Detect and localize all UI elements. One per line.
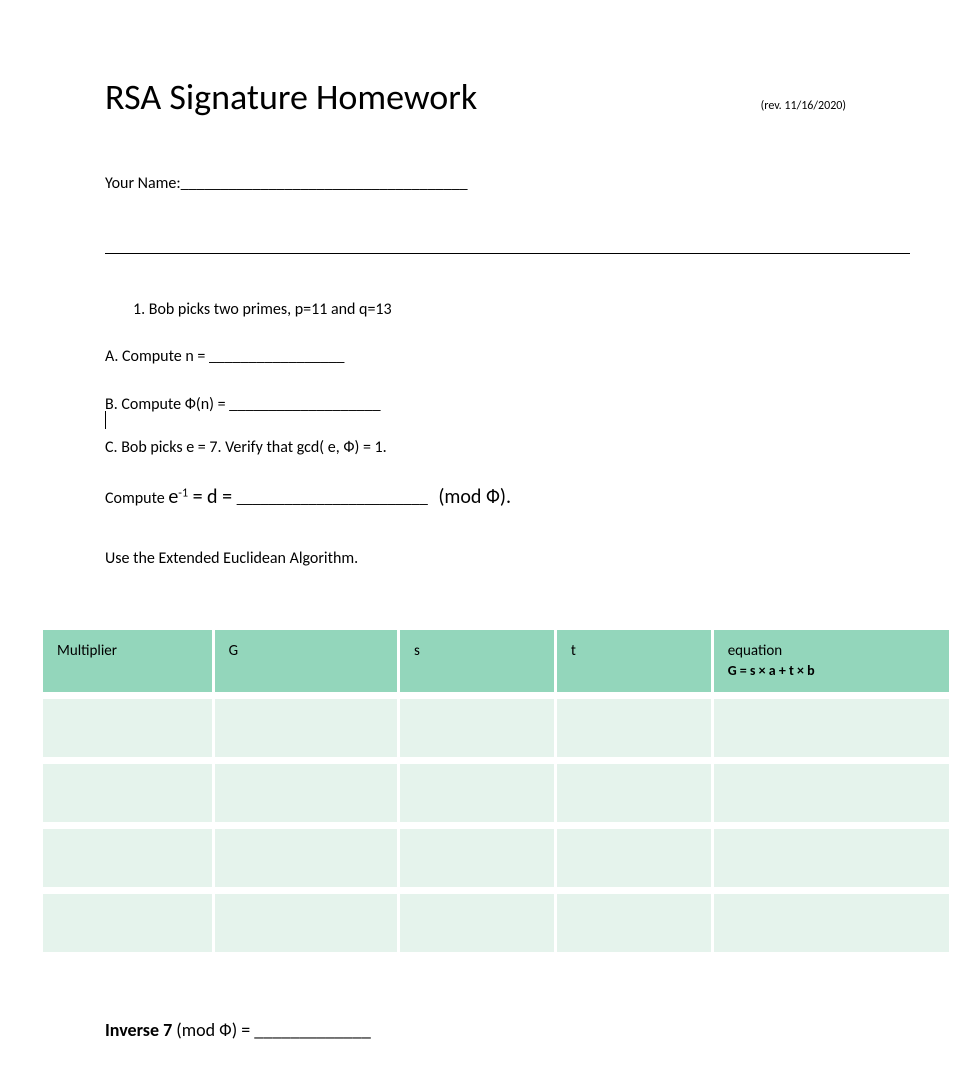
compute-e-var: e <box>168 485 178 509</box>
table-cell <box>557 699 711 757</box>
table-cell <box>400 894 554 952</box>
name-field-line: Your Name:______________________________… <box>105 174 916 193</box>
compute-prefix: Compute <box>105 489 168 508</box>
table-cell <box>714 699 949 757</box>
table-row <box>43 699 949 757</box>
table-cell <box>714 764 949 822</box>
col-header-g: G <box>215 630 397 692</box>
euclidean-table: Multiplier G s t equation G = s × a + t … <box>40 623 952 959</box>
document-page: RSA Signature Homework (rev. 11/16/2020)… <box>0 0 966 1091</box>
revision-date: (rev. 11/16/2020) <box>761 99 916 113</box>
table-cell <box>43 764 212 822</box>
table-row <box>43 764 949 822</box>
table-cell <box>43 699 212 757</box>
question-1: 1. Bob picks two primes, p=11 and q=13 <box>105 299 916 321</box>
col-header-multiplier: Multiplier <box>43 630 212 692</box>
part-a: A. Compute n = _________________ <box>105 346 916 368</box>
inverse-label-bold: Inverse 7 <box>105 1019 172 1041</box>
table-cell <box>400 699 554 757</box>
part-c: C. Bob picks e = 7. Verify that gcd( e, … <box>105 437 916 459</box>
table-cell <box>43 829 212 887</box>
table-cell <box>400 829 554 887</box>
compute-exponent: -1 <box>178 486 188 500</box>
table-row <box>43 894 949 952</box>
equation-label: equation <box>728 642 782 660</box>
table-body <box>43 699 949 952</box>
table-cell <box>215 699 397 757</box>
equation-formula: G = s × a + t × b <box>728 662 935 679</box>
table-cell <box>714 829 949 887</box>
page-title: RSA Signature Homework <box>105 75 477 119</box>
divider <box>105 253 910 254</box>
table-cell <box>215 894 397 952</box>
compute-blank: ________________________ <box>237 489 428 508</box>
table-header-row: Multiplier G s t equation G = s × a + t … <box>43 630 949 692</box>
table-cell <box>557 829 711 887</box>
table-cell <box>714 894 949 952</box>
col-header-s: s <box>400 630 554 692</box>
table-cell <box>400 764 554 822</box>
table-cell <box>215 829 397 887</box>
compute-d-line: Compute e-1 = d = ______________________… <box>105 485 916 509</box>
table-row <box>43 829 949 887</box>
col-header-equation: equation G = s × a + t × b <box>714 630 949 692</box>
header: RSA Signature Homework (rev. 11/16/2020) <box>105 75 916 119</box>
inverse-line: Inverse 7 (mod Ф) = _____________ <box>105 1019 916 1041</box>
euclidean-table-wrap: Multiplier G s t equation G = s × a + t … <box>40 623 952 959</box>
table-cell <box>215 764 397 822</box>
algorithm-instruction: Use the Extended Euclidean Algorithm. <box>105 549 916 568</box>
col-header-t: t <box>557 630 711 692</box>
table-cell <box>557 764 711 822</box>
inverse-rest: (mod Ф) = _____________ <box>172 1019 371 1041</box>
compute-equals-d: = d = <box>188 485 237 509</box>
table-cell <box>557 894 711 952</box>
compute-mod: (mod Ф). <box>434 485 511 509</box>
table-cell <box>43 894 212 952</box>
